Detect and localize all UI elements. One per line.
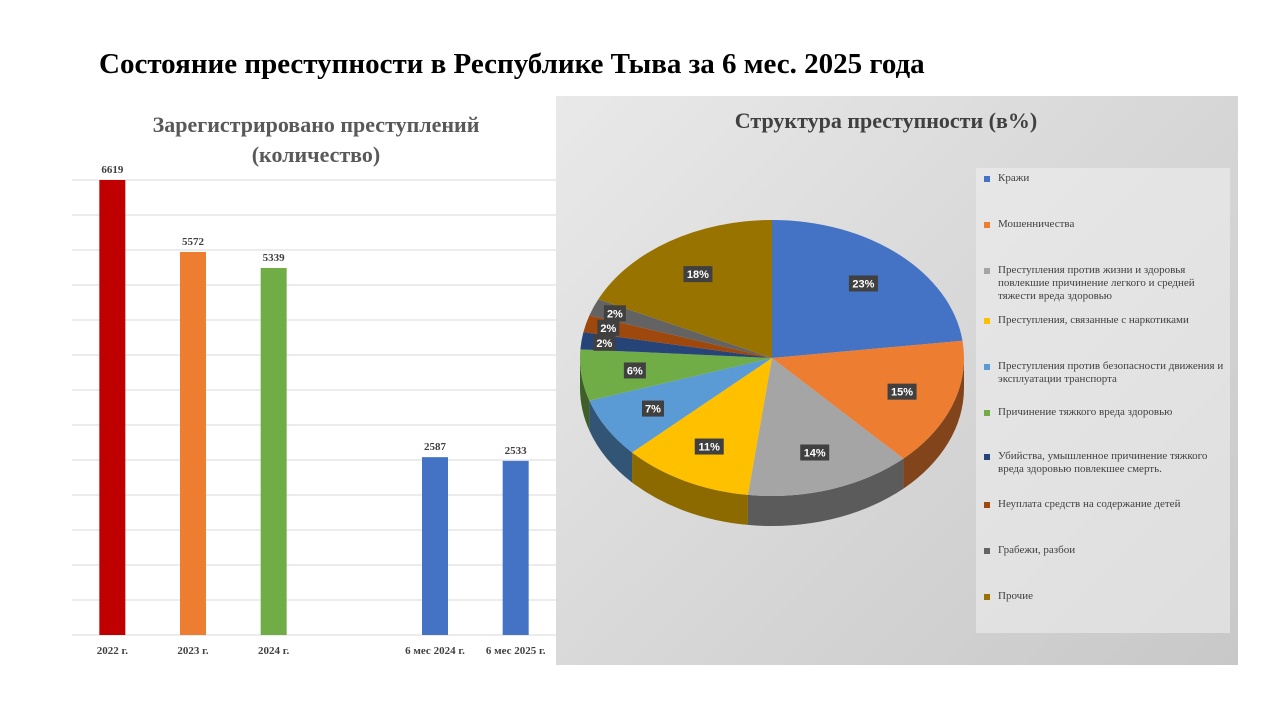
- bar-chart: Зарегистрировано преступлений (количеств…: [0, 100, 560, 680]
- bar-value-label: 2533: [505, 445, 528, 457]
- pie-sides: [580, 358, 964, 526]
- pie-value-label: 6%: [627, 365, 643, 377]
- pie-legend: Кражи Мошенничества Преступления против жи…: [976, 168, 1230, 633]
- pie-slice: [772, 340, 964, 459]
- pie-label-box: [642, 400, 665, 417]
- legend-label: Преступления, связанные с наркотиками: [998, 314, 1189, 326]
- legend-label: Прочие: [998, 590, 1033, 602]
- x-tick-label: 6 мес 2025 г.: [486, 645, 546, 657]
- pie-slice-side: [903, 358, 964, 489]
- legend-label: Неуплата средств на содержание детей: [998, 498, 1181, 510]
- bar: [502, 460, 529, 635]
- pie-label-box: [848, 275, 878, 292]
- legend-swatch: [984, 594, 990, 600]
- pie-slice: [589, 358, 772, 453]
- legend-label: Причинение тяжкого вреда здоровью: [998, 406, 1173, 418]
- pie-label-box: [683, 266, 713, 283]
- pie-slice: [580, 349, 772, 401]
- pie-labels: 23% 15% 14% 11% 7% 6% 2% 2% 2% 18%: [593, 266, 917, 461]
- pie-label-box: [694, 438, 724, 455]
- bar-chart-plot: 6619 2022 г. 5572 2023 г. 5339 2024 г. 2587 6 м…: [72, 164, 556, 657]
- pie-slice: [589, 299, 772, 358]
- pie-value-label: 23%: [852, 278, 874, 290]
- legend-swatch: [984, 268, 990, 274]
- bar-chart-title: Зарегистрировано преступлений (количеств…: [100, 110, 532, 170]
- bar-chart-title-line2: (количество): [251, 142, 381, 167]
- legend-swatch: [984, 502, 990, 508]
- pie-slice: [598, 220, 772, 358]
- bar-value-label: 6619: [101, 164, 124, 176]
- pie-slice: [580, 332, 772, 358]
- legend-swatch: [984, 222, 990, 228]
- pie-label-box: [623, 362, 646, 379]
- legend-label: Преступления против жизни и здоровья пов…: [998, 264, 1195, 302]
- pie-chart-title: Структура преступности (в%): [734, 108, 1038, 133]
- legend-swatch: [984, 364, 990, 370]
- bar-value-label: 5572: [182, 236, 205, 248]
- x-tick-label: 6 мес 2024 г.: [405, 645, 465, 657]
- legend-label: Преступления против безопасности движени…: [998, 360, 1224, 385]
- legend-swatch: [984, 454, 990, 460]
- pie-label-box: [603, 305, 626, 322]
- bar: [180, 251, 206, 635]
- pie-value-label: 2%: [607, 308, 623, 320]
- bar-value-label: 5339: [263, 252, 286, 264]
- pie-slice: [583, 315, 772, 358]
- x-tick-label: 2022 г.: [97, 645, 129, 657]
- pie-chart: Структура преступности (в%) 23% 15% 14% 11%…: [556, 96, 1238, 665]
- pie-slice-side: [580, 358, 590, 431]
- pie-value-label: 2%: [596, 338, 612, 350]
- pie-slice: [632, 358, 772, 495]
- legend-label: Мошенничества: [998, 218, 1075, 230]
- legend-label: Убийства, умышленное причинение тяжкого …: [998, 450, 1208, 475]
- slide-title: Состояние преступности в Республике Тыва…: [99, 48, 925, 80]
- bar: [260, 267, 287, 635]
- legend-swatch: [984, 318, 990, 324]
- pie-value-label: 15%: [891, 387, 913, 399]
- pie-slice-side: [632, 452, 748, 525]
- pie-label-box: [597, 319, 620, 336]
- pie-chart-plot: 23% 15% 14% 11% 7% 6% 2% 2% 2% 18%: [580, 220, 964, 526]
- pie-value-label: 11%: [699, 442, 721, 454]
- pie-value-label: 18%: [687, 269, 709, 281]
- legend-swatch: [984, 410, 990, 416]
- pie-label-box: [800, 444, 830, 461]
- legend-swatch: [984, 548, 990, 554]
- bar-chart-title-line1: Зарегистрировано преступлений: [152, 112, 480, 137]
- bar: [422, 457, 448, 635]
- bar: [99, 180, 126, 635]
- pie-label-box: [887, 383, 917, 400]
- pie-value-label: 7%: [645, 404, 661, 416]
- pie-tops: [580, 220, 964, 497]
- legend-label: Грабежи, разбои: [998, 544, 1076, 556]
- x-tick-label: 2023 г.: [177, 645, 209, 657]
- pie-value-label: 14%: [804, 447, 826, 459]
- x-tick-label: 2024 г.: [258, 645, 290, 657]
- pie-value-label: 2%: [600, 323, 616, 335]
- pie-slice-side: [747, 458, 904, 526]
- pie-label-box: [593, 334, 616, 351]
- legend-label: Кражи: [998, 172, 1030, 184]
- bar-value-label: 2587: [424, 441, 447, 453]
- legend-swatch: [984, 176, 990, 182]
- pie-slice-side: [589, 400, 633, 483]
- pie-slice: [747, 358, 904, 497]
